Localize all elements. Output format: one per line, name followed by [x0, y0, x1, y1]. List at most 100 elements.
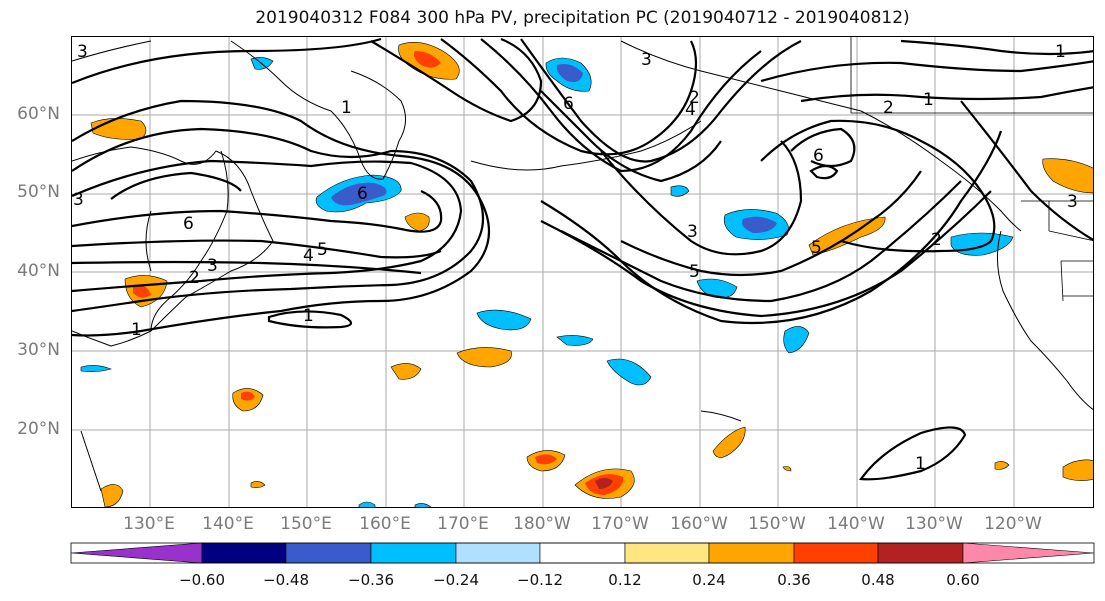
coast-aleutians [470, 120, 702, 171]
colorbar-tick-label: 0.48 [861, 571, 895, 589]
pv-contour-line [110, 171, 242, 200]
colorbar-segment [624, 542, 710, 564]
pv-contour-line [760, 60, 1093, 83]
colorbar-tick-label: −0.12 [517, 571, 563, 589]
precip-blob [950, 232, 1014, 256]
pv-contour-line [960, 100, 1093, 242]
contour-label: 2 [931, 230, 942, 250]
contour-label: 3 [207, 256, 218, 276]
lat-label-50n: 50°N [17, 182, 60, 202]
pv-contour-line [72, 239, 442, 259]
precip-blob [414, 503, 432, 507]
contour-label: 3 [687, 222, 698, 242]
lat-label-30n: 30°N [17, 340, 60, 360]
precip-blob [331, 182, 387, 206]
colorbar-tick-label: 0.36 [777, 571, 811, 589]
colorbar-tick-label: −0.48 [263, 571, 309, 589]
lat-label-60n: 60°N [17, 104, 60, 124]
precip-blob [595, 478, 613, 489]
precip-blob [1042, 158, 1093, 194]
pv-contours [72, 37, 1093, 481]
lon-label-180w: 180°W [513, 514, 571, 534]
contour-label: 5 [811, 238, 822, 258]
lon-label-170e: 170°E [437, 514, 489, 534]
pv-contour-line [900, 39, 1093, 56]
pv-contour-line [600, 140, 803, 256]
pv-contour-line [72, 189, 443, 233]
contour-label: 2 [883, 98, 894, 118]
precip-blob [556, 335, 594, 346]
lon-label-140w: 140°W [827, 514, 885, 534]
precip-blob [556, 64, 583, 82]
lon-label-130w: 130°W [905, 514, 963, 534]
precip-blob [783, 326, 810, 354]
pv-contour-line [72, 37, 382, 85]
contour-label: 1 [341, 98, 352, 118]
border-line [850, 37, 1093, 114]
precip-blob [100, 484, 124, 507]
contour-label: 5 [317, 240, 328, 260]
colorbar-tick-label: 0.60 [946, 571, 980, 589]
colorbar-segment [201, 542, 287, 564]
lon-label-150w: 150°W [748, 514, 806, 534]
contour-label: 6 [357, 184, 368, 204]
precip-blob [80, 365, 112, 372]
contour-label: 6 [563, 94, 574, 114]
precip-blob [413, 51, 441, 68]
precip-blob [90, 118, 147, 140]
precip-blob [535, 454, 557, 465]
precip-blob [782, 466, 792, 472]
colorbar-extend-max [962, 542, 1095, 564]
pv-contour-line [540, 130, 1003, 325]
lon-label-150e: 150°E [280, 514, 332, 534]
contour-label: 1 [131, 320, 142, 340]
colorbar-extend-min [70, 542, 203, 564]
colorbar-segment [877, 542, 964, 564]
lat-label-20n: 20°N [17, 419, 60, 439]
coast-philippines [80, 430, 102, 492]
contour-label: 4 [303, 246, 314, 266]
lon-label-130e: 130°E [123, 514, 175, 534]
colorbar-segment [370, 542, 457, 564]
map-canvas: 3 1 6 4 2 3 5 1 1 6 4 2 1 3 6 3 5 2 1 5 … [72, 37, 1093, 507]
pv-contour-line [760, 119, 996, 253]
precip-blob [250, 481, 266, 488]
contour-label: 3 [1067, 192, 1078, 212]
precip-blob [696, 278, 738, 299]
pv-contour-line [72, 159, 463, 293]
pv-contour-line [72, 99, 491, 337]
precip-blob [606, 358, 652, 386]
pv-contour-line [520, 38, 802, 163]
colorbar-segment [539, 542, 626, 564]
pv-contour-line [560, 180, 962, 303]
contour-label: 1 [303, 306, 314, 326]
precip-blob [712, 426, 746, 458]
colorbar-tick-label: −0.24 [433, 571, 479, 589]
lon-label-120w: 120°W [984, 514, 1042, 534]
precip-blob [1062, 459, 1093, 481]
contour-labels: 3 1 6 4 2 3 5 1 1 6 4 2 1 3 6 3 5 2 1 5 … [73, 42, 1078, 474]
pv-contour-line [809, 164, 839, 180]
contour-label: 2 [689, 88, 700, 108]
coast-kamchatka [230, 40, 406, 180]
gridlines [72, 37, 1093, 507]
contour-label: 1 [1055, 42, 1066, 62]
colorbar [70, 542, 1095, 564]
lat-label-40n: 40°N [17, 261, 60, 281]
lon-label-160e: 160°E [359, 514, 411, 534]
precip-shading [80, 42, 1093, 507]
pv-contour-line [620, 170, 922, 277]
colorbar-segment [455, 542, 541, 564]
coast-namerica [997, 230, 1093, 411]
colorbar-tick-label: 0.24 [692, 571, 726, 589]
pv-contour-line [370, 37, 543, 123]
colorbar-segment [708, 542, 795, 564]
precip-blob [742, 216, 777, 233]
colorbar-segment [285, 542, 372, 564]
contour-label: 4 [685, 100, 696, 120]
lon-label-140e: 140°E [202, 514, 254, 534]
precip-blob [404, 212, 430, 232]
pv-contour-line [540, 190, 992, 318]
map-title: 2019040312 F084 300 hPa PV, precipitatio… [255, 8, 910, 28]
precip-blob [133, 284, 151, 298]
